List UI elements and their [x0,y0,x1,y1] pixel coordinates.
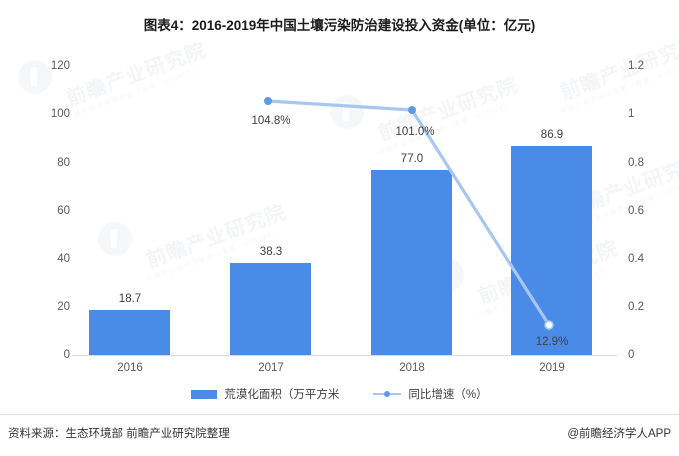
watermark-brand-sub-5: 中国产业咨询领导者（股票：839599） [559,60,679,116]
watermark-logo-mark-3 [330,95,364,129]
footer-divider [0,414,679,415]
legend-bar-swatch-icon [191,389,218,399]
y-axis-left-tick-40: 40 [57,253,70,265]
x-axis-label-2017: 2017 [258,362,284,374]
line-marker-2017[interactable] [264,97,272,105]
watermark-logo-3 [330,95,364,129]
legend-item-bar[interactable]: 荒漠化面积（万平方米 [191,386,339,402]
legend-line-label: 同比增速（%） [408,389,488,401]
watermark-brand-sub: 中国产业咨询领导者（股票：839599） [65,66,201,122]
chart-title: 图表4：2016-2019年中国土壤污染防治建设投入资金(单位：亿元) [143,18,536,33]
y-axis-left-tick-120: 120 [50,60,70,72]
bar-value-2016: 18.7 [118,293,142,305]
y-axis-left-tick-0: 0 [63,349,70,361]
y-axis-left-tick-100: 100 [50,108,70,120]
y-axis-right-tick-08: 0.8 [628,157,644,169]
y-axis-right-tick-02: 0.2 [628,301,644,313]
y-axis-left-tick-20: 20 [57,301,70,313]
watermark-brand-cn: 前瞻产业研究院 [63,39,210,111]
line-value-2018: 101.0% [395,126,435,138]
watermark-logo-2 [98,222,132,256]
bar-value-2018: 77.0 [400,153,424,165]
x-axis-label-2016: 2016 [117,362,143,374]
y-axis-right-tick-04: 0.4 [628,253,644,265]
bar-2018[interactable] [371,170,452,355]
line-marker-2018[interactable] [408,106,416,114]
legend-item-line[interactable]: 同比增速（%） [373,386,488,402]
chart-legend: 荒漠化面积（万平方米 同比增速（%） [0,386,679,402]
x-axis-baseline [72,355,617,356]
watermark-brand-cn-5: 前瞻产业研究院 [557,33,679,105]
y-axis-right-tick-06: 0.6 [628,205,644,217]
line-value-2017: 104.8% [251,115,291,127]
legend-bar-label: 荒漠化面积（万平方米 [224,389,340,401]
y-axis-left-tick-80: 80 [57,157,70,169]
bar-2019[interactable] [511,146,592,355]
line-value-2019: 12.9% [535,336,569,348]
y-axis-right-tick-0: 0 [628,349,635,361]
footer-brand-text: @前瞻经济学人APP [567,428,671,440]
footer-source-text: 资料来源：生态环境部 前瞻产业研究院整理 [8,428,230,440]
watermark-brand-text: 前瞻产业研究院 中国产业咨询领导者（股票：839599） [62,39,210,122]
bar-value-2017: 38.3 [259,246,283,258]
x-axis-label-2018: 2018 [399,362,425,374]
watermark-brand-text-5: 前瞻产业研究院 中国产业咨询领导者（股票：839599） [556,33,679,116]
y-axis-right-tick-1: 1 [628,108,635,120]
bar-value-2019: 86.9 [540,129,564,141]
watermark-brand-cn-2: 前瞻产业研究院 [143,201,290,273]
x-axis-label-2019: 2019 [539,362,565,374]
bar-2016[interactable] [89,310,170,355]
legend-line-swatch-icon [373,390,402,399]
bar-2017[interactable] [230,263,311,355]
y-axis-left-tick-60: 60 [57,205,70,217]
y-axis-right-tick-12: 1.2 [628,60,644,72]
watermark-logo-mark-2 [98,222,132,256]
